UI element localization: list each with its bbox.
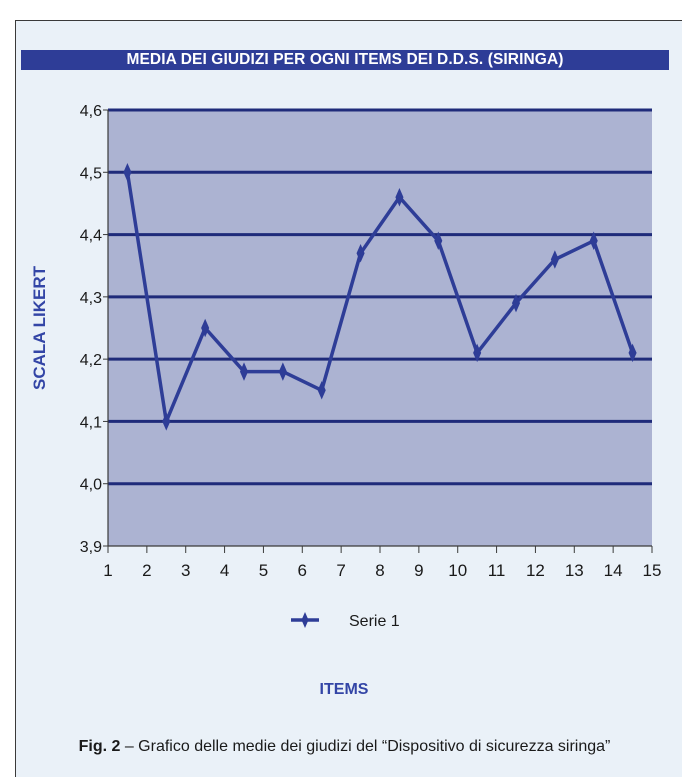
y-tick-label: 4,4 bbox=[80, 228, 102, 245]
x-tick-label: 10 bbox=[448, 561, 467, 580]
y-tick-label: 3,9 bbox=[80, 539, 102, 556]
y-tick-label: 4,1 bbox=[80, 414, 102, 431]
series-line bbox=[125, 172, 635, 424]
y-axis-title: SCALA LIKERT bbox=[30, 265, 49, 390]
data-point bbox=[511, 293, 521, 313]
figure-caption: Fig. 2 – Grafico delle medie dei giudizi… bbox=[0, 738, 689, 756]
legend-swatch-marker bbox=[301, 612, 309, 628]
legend-label: Serie 1 bbox=[349, 613, 400, 630]
x-tick-label: 8 bbox=[375, 561, 384, 580]
data-point bbox=[473, 343, 482, 363]
y-tick-label: 4,0 bbox=[80, 477, 102, 494]
data-point bbox=[278, 362, 287, 381]
data-point bbox=[434, 231, 443, 251]
caption-label: Fig. 2 bbox=[78, 738, 121, 755]
data-point bbox=[201, 318, 210, 338]
x-tick-label: 9 bbox=[414, 561, 423, 580]
plot-area bbox=[108, 110, 652, 546]
y-tick-label: 4,3 bbox=[80, 290, 102, 307]
x-tick-label: 13 bbox=[565, 561, 584, 580]
data-point bbox=[589, 231, 598, 251]
data-point bbox=[162, 412, 171, 431]
x-tick-label: 1 bbox=[103, 561, 112, 580]
x-tick-label: 6 bbox=[298, 561, 307, 580]
x-tick-label: 4 bbox=[220, 561, 229, 580]
x-axis-title: ITEMS bbox=[320, 681, 369, 698]
data-point bbox=[395, 187, 404, 207]
x-tick-label: 14 bbox=[604, 561, 623, 580]
data-point bbox=[239, 362, 249, 381]
x-tick-label: 15 bbox=[643, 561, 662, 580]
data-point bbox=[550, 250, 559, 269]
y-tick-label: 4,5 bbox=[80, 165, 102, 182]
data-point bbox=[356, 244, 365, 263]
y-tick-label: 4,6 bbox=[80, 103, 102, 120]
caption-text: – Grafico delle medie dei giudizi del “D… bbox=[120, 738, 611, 755]
data-point bbox=[628, 343, 637, 363]
data-point bbox=[317, 381, 326, 400]
x-tick-label: 12 bbox=[526, 561, 545, 580]
chart-title: MEDIA DEI GIUDIZI PER OGNI ITEMS DEI D.D… bbox=[126, 51, 564, 68]
x-tick-label: 2 bbox=[142, 561, 151, 580]
x-tick-label: 3 bbox=[181, 561, 190, 580]
x-tick-label: 7 bbox=[336, 561, 345, 580]
x-tick-label: 11 bbox=[488, 561, 506, 580]
data-point bbox=[123, 163, 132, 182]
chart-title-bar: MEDIA DEI GIUDIZI PER OGNI ITEMS DEI D.D… bbox=[21, 50, 669, 70]
x-tick-label: 5 bbox=[259, 561, 268, 580]
y-tick-label: 4,2 bbox=[80, 352, 102, 369]
